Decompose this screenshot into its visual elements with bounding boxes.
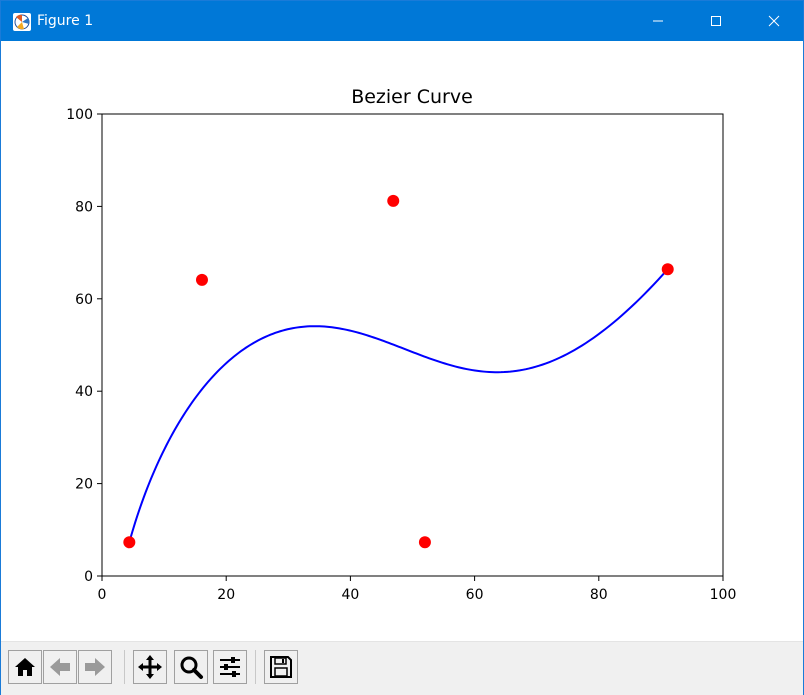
configure-subplots-icon bbox=[220, 657, 240, 677]
minimize-button[interactable] bbox=[629, 1, 687, 41]
zoom-button[interactable] bbox=[174, 650, 208, 684]
navigation-toolbar bbox=[1, 641, 803, 695]
title-bar[interactable]: Figure 1 bbox=[1, 1, 803, 41]
y-tick-label: 80 bbox=[75, 199, 93, 215]
figure-canvas[interactable]: Bezier Curve 0 20 40 60 80 100 0 20 40 60 80 100 bbox=[1, 41, 803, 641]
control-point bbox=[387, 194, 400, 207]
chart-title: Bezier Curve bbox=[351, 86, 473, 108]
pan-button[interactable] bbox=[133, 650, 167, 684]
control-point bbox=[661, 263, 674, 276]
x-tick-label: 60 bbox=[466, 587, 484, 603]
close-button[interactable] bbox=[745, 1, 803, 41]
x-tick-label: 0 bbox=[98, 587, 107, 603]
x-tick-label: 80 bbox=[590, 587, 608, 603]
y-tick-label: 40 bbox=[75, 384, 93, 400]
maximize-button[interactable] bbox=[687, 1, 745, 41]
y-tick-label: 20 bbox=[75, 477, 93, 493]
pan-icon bbox=[138, 655, 162, 679]
home-button[interactable] bbox=[8, 650, 42, 684]
configure-subplots-button[interactable] bbox=[213, 650, 247, 684]
bezier-curve-line bbox=[128, 268, 669, 543]
window-title: Figure 1 bbox=[37, 13, 94, 29]
axis-ticks: 0 20 40 60 80 100 0 20 40 60 80 100 bbox=[66, 107, 736, 603]
bezier-chart: Bezier Curve 0 20 40 60 80 100 0 20 40 60 80 100 bbox=[66, 86, 736, 603]
close-icon bbox=[768, 15, 780, 27]
y-tick-label: 0 bbox=[84, 569, 93, 585]
control-point bbox=[123, 536, 136, 549]
matplotlib-app-icon bbox=[13, 13, 31, 31]
zoom-icon bbox=[180, 656, 203, 679]
y-tick-label: 100 bbox=[66, 107, 93, 123]
save-button[interactable] bbox=[264, 650, 298, 684]
forward-arrow-icon bbox=[85, 658, 105, 676]
control-points-layer bbox=[123, 194, 674, 549]
x-tick-label: 100 bbox=[710, 587, 737, 603]
axes-frame bbox=[101, 113, 724, 577]
control-point bbox=[418, 536, 431, 549]
minimize-icon bbox=[653, 20, 663, 22]
maximize-icon bbox=[711, 16, 721, 26]
toolbar-separator bbox=[124, 650, 125, 684]
home-icon bbox=[15, 658, 35, 676]
save-icon bbox=[270, 656, 292, 678]
curve-layer bbox=[128, 268, 669, 543]
control-point bbox=[195, 273, 208, 286]
toolbar-separator bbox=[255, 650, 256, 684]
back-button[interactable] bbox=[43, 650, 77, 684]
x-tick-label: 20 bbox=[217, 587, 235, 603]
x-tick-label: 40 bbox=[341, 587, 359, 603]
forward-button[interactable] bbox=[78, 650, 112, 684]
y-tick-label: 60 bbox=[75, 292, 93, 308]
back-arrow-icon bbox=[50, 658, 70, 676]
